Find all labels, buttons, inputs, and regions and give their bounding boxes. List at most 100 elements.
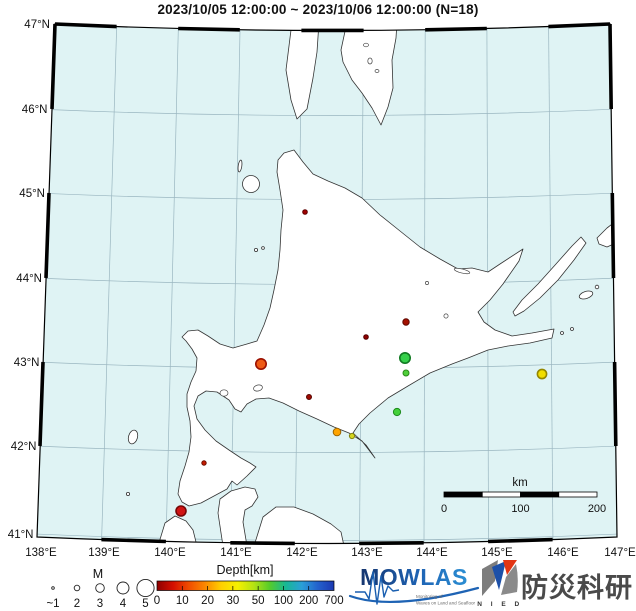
- nied-letters: N I E D: [477, 601, 522, 608]
- earthquake-event-marker: [398, 351, 411, 364]
- longitude-label: 141°E: [220, 547, 252, 559]
- depth-colorbar-label: 700: [324, 595, 343, 607]
- map-frame: [36, 23, 618, 545]
- islet: [261, 246, 265, 250]
- scale-bar-label: 0: [441, 503, 447, 515]
- magnitude-legend-circle: [95, 583, 105, 593]
- coastline-shimokita: [217, 486, 259, 544]
- longitude-label: 139°E: [88, 547, 120, 559]
- scale-bar: [443, 491, 598, 498]
- depth-colorbar-label: 30: [226, 595, 239, 607]
- island-okushiri: [127, 429, 139, 445]
- lake: [425, 281, 429, 285]
- longitude-label: 145°E: [481, 547, 513, 559]
- depth-colorbar-label: 20: [201, 595, 214, 607]
- earthquake-event-marker: [348, 432, 356, 440]
- lake: [367, 57, 373, 65]
- earthquake-event-marker: [363, 334, 369, 340]
- nied-mark-blue: [492, 561, 506, 590]
- earthquake-event-marker: [392, 407, 402, 417]
- depth-colorbar-label: 100: [274, 595, 293, 607]
- mowlas-waveform-icon: [355, 571, 400, 605]
- depth-colorbar-labels: 0 10 20 30 50 100 200 700: [154, 595, 344, 607]
- islet: [570, 327, 574, 331]
- magnitude-legend-label: 2: [74, 598, 80, 610]
- nied-mark-red: [503, 560, 517, 575]
- depth-colorbar-ticks: [181, 586, 310, 591]
- earthquake-event-marker: [402, 369, 410, 377]
- scale-bar-labels: 0 100 200: [441, 503, 606, 515]
- latitude-label: 43°N: [14, 357, 40, 369]
- scale-bar-unit: km: [512, 477, 527, 489]
- magnitude-legend-circle: [73, 584, 81, 592]
- island-shikotan: [578, 290, 594, 300]
- lake: [363, 42, 369, 48]
- coastline-honshu-east: [253, 506, 345, 544]
- longitude-labels: 138°E 139°E 140°E 141°E 142°E 143°E 144°E 145°E…: [25, 547, 636, 559]
- longitude-label: 143°E: [351, 547, 383, 559]
- mowlas-wordmark: MOWLAS: [360, 564, 468, 590]
- islet: [594, 284, 600, 290]
- longitude-label: 146°E: [547, 547, 579, 559]
- earthquake-event-marker: [302, 209, 308, 215]
- earthquake-event-marker: [402, 318, 410, 326]
- magnitude-legend-label: 3: [97, 598, 103, 610]
- magnitude-legend-label: ~1: [46, 598, 59, 610]
- latitude-label: 45°N: [19, 188, 45, 200]
- mowlas-swoosh: [348, 586, 480, 604]
- magnitude-legend-label: 5: [142, 598, 148, 610]
- longitude-label: 147°E: [604, 547, 636, 559]
- coastline-hokkaido: [177, 149, 555, 507]
- scale-bar-label: 100: [511, 503, 529, 515]
- island-rishiri: [242, 175, 260, 193]
- latitude-label: 44°N: [16, 273, 42, 285]
- earthquake-markers: [175, 209, 548, 517]
- latitude-label: 46°N: [22, 104, 48, 116]
- latitude-labels: 47°N 46°N 45°N 44°N 43°N 42°N 41°N: [8, 19, 50, 541]
- magnitude-legend-circles: [51, 578, 155, 598]
- magnitude-legend-label: 4: [120, 598, 127, 610]
- longitude-label: 144°E: [416, 547, 448, 559]
- depth-legend-header: Depth[km]: [217, 563, 274, 577]
- lake: [453, 267, 471, 275]
- magnitude-legend-circle: [51, 586, 55, 590]
- magnitude-legend-circle: [136, 578, 155, 598]
- coastline-kunashiri: [512, 236, 587, 317]
- latitude-label: 47°N: [24, 19, 50, 31]
- nied-logo: N I E D: [477, 560, 522, 608]
- coastline-sakhalin-east: [340, 24, 398, 126]
- depth-colorbar-label: 10: [176, 595, 189, 607]
- coastline-honshu-west: [157, 515, 198, 544]
- magnitude-legend-circle: [116, 581, 130, 595]
- island-rebun: [237, 159, 243, 173]
- mowlas-tagline-1: Monitoring of: [416, 594, 443, 599]
- lake: [443, 313, 449, 319]
- mowlas-logo: MOWLAS Monitoring of Waves on Land and S…: [348, 564, 480, 606]
- scale-bar-label: 200: [588, 503, 606, 515]
- nied-mark-gray-right: [501, 564, 518, 595]
- earthquake-event-marker: [536, 368, 548, 380]
- latitude-label: 41°N: [8, 529, 34, 541]
- longitude-label: 138°E: [25, 547, 57, 559]
- depth-colorbar-label: 0: [154, 595, 160, 607]
- map-frame-ticks: [38, 22, 618, 546]
- islet: [560, 331, 564, 335]
- longitude-label: 140°E: [154, 547, 186, 559]
- depth-colorbar: [156, 580, 335, 591]
- islet: [253, 247, 258, 252]
- lake: [219, 389, 229, 397]
- magnitude-legend-labels: ~1 2 3 4 5: [46, 598, 148, 610]
- earthquake-event-marker: [201, 460, 207, 466]
- longitude-label: 142°E: [286, 547, 318, 559]
- mowlas-tagline-2: Waves on Land and Seafloor: [416, 601, 476, 606]
- page-title: 2023/10/05 12:00:00 ~ 2023/10/06 12:00:0…: [157, 2, 479, 17]
- depth-colorbar-label: 50: [252, 595, 265, 607]
- earthquake-event-marker: [255, 357, 268, 370]
- magnitude-legend-header: M: [93, 567, 103, 581]
- lake: [253, 384, 263, 392]
- earthquake-event-marker: [175, 505, 187, 517]
- lakes: [219, 42, 471, 397]
- islet: [126, 491, 131, 496]
